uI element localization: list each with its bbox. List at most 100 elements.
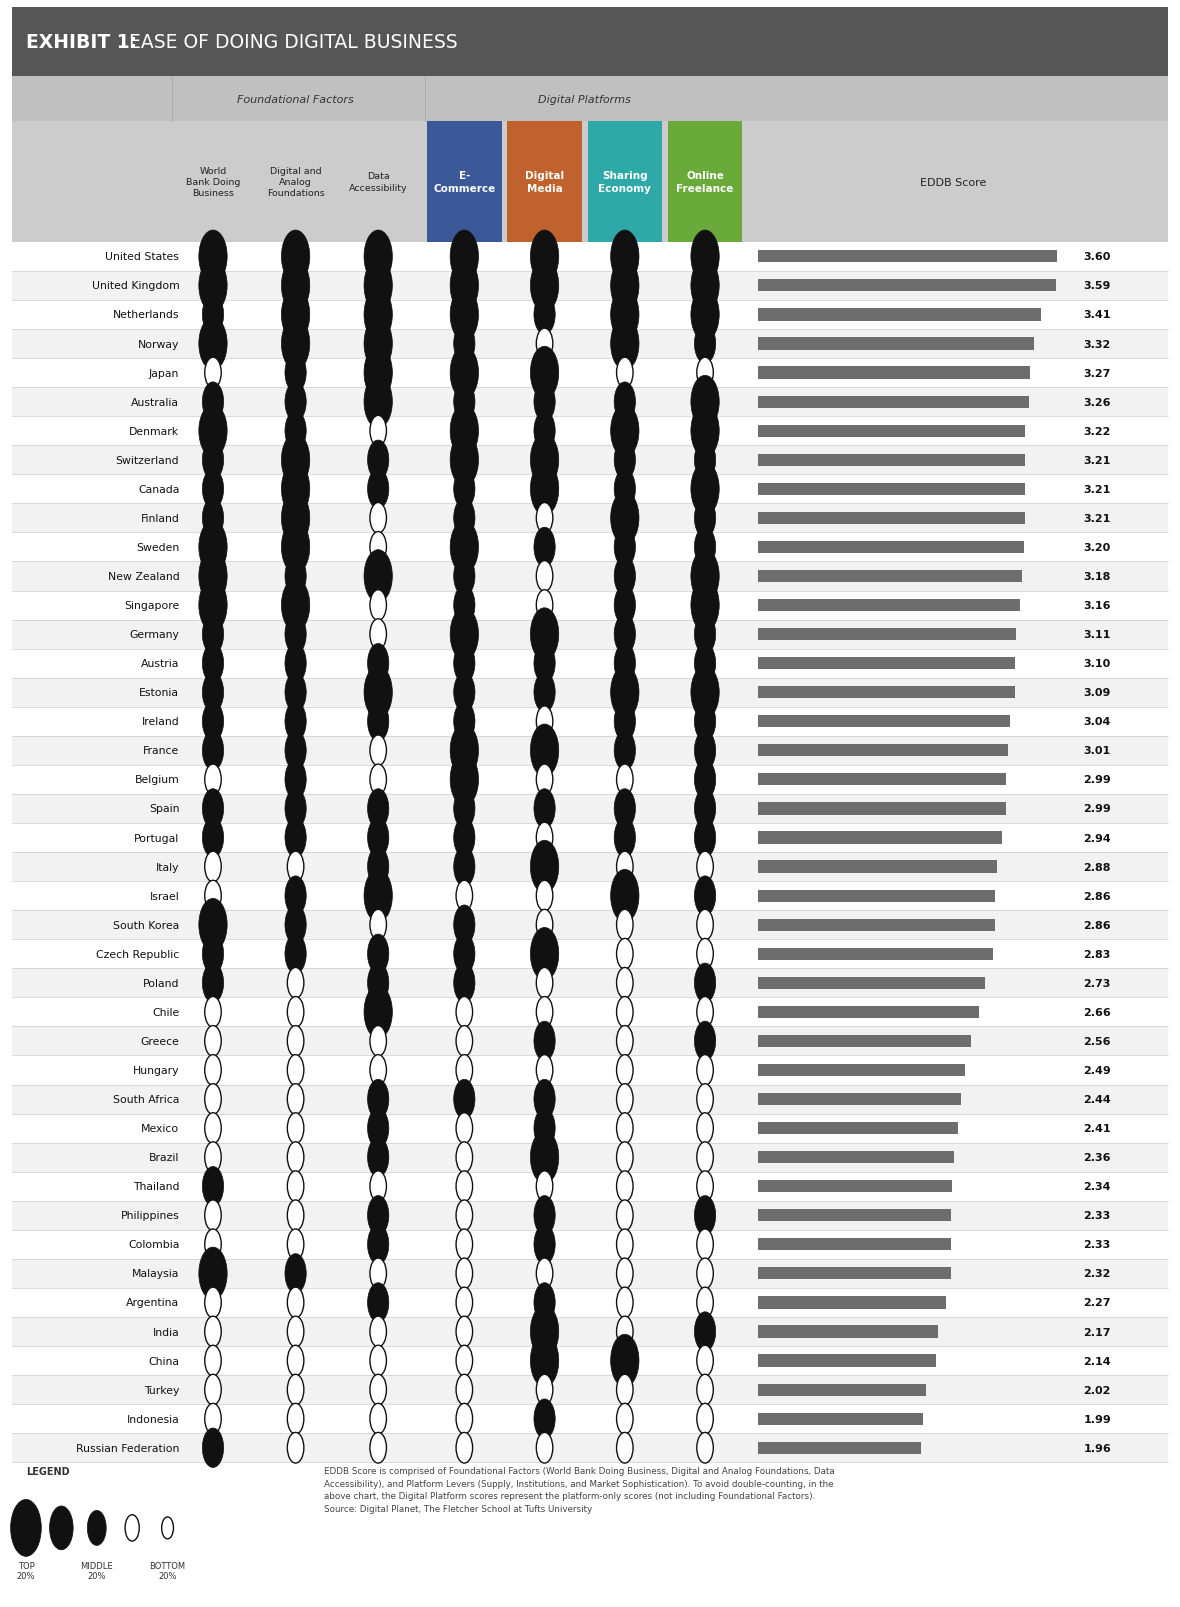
Ellipse shape (363, 318, 392, 371)
Ellipse shape (616, 1025, 632, 1057)
Ellipse shape (371, 532, 386, 562)
Ellipse shape (368, 934, 389, 974)
Ellipse shape (287, 996, 303, 1027)
Text: Portugal: Portugal (135, 832, 179, 844)
Ellipse shape (284, 760, 307, 800)
Ellipse shape (453, 498, 474, 538)
Bar (668, 122, 742, 243)
Ellipse shape (287, 1114, 303, 1144)
Ellipse shape (536, 707, 552, 738)
Ellipse shape (287, 1200, 303, 1231)
Ellipse shape (616, 1403, 632, 1433)
Ellipse shape (287, 1025, 303, 1057)
Bar (427, 243, 502, 1462)
Ellipse shape (203, 644, 223, 683)
Ellipse shape (696, 1229, 713, 1260)
Text: Czech Republic: Czech Republic (96, 950, 179, 959)
Ellipse shape (453, 1080, 474, 1118)
Ellipse shape (691, 376, 720, 429)
Text: Russian Federation: Russian Federation (76, 1443, 179, 1453)
Ellipse shape (284, 382, 307, 423)
Ellipse shape (455, 1287, 472, 1318)
Bar (507, 122, 582, 243)
Ellipse shape (694, 789, 715, 829)
Bar (12, 301, 1168, 329)
Text: Estonia: Estonia (139, 688, 179, 697)
Ellipse shape (284, 818, 307, 858)
Text: United States: United States (105, 252, 179, 262)
Ellipse shape (536, 823, 552, 853)
Bar (12, 852, 1168, 882)
Ellipse shape (616, 967, 632, 998)
Ellipse shape (455, 1054, 472, 1086)
Ellipse shape (611, 1334, 638, 1387)
Ellipse shape (691, 580, 720, 632)
Ellipse shape (203, 615, 223, 654)
Ellipse shape (363, 987, 392, 1038)
Ellipse shape (455, 881, 472, 911)
Bar (758, 1210, 951, 1221)
Ellipse shape (453, 673, 474, 712)
Ellipse shape (455, 1229, 472, 1260)
Text: 3.21: 3.21 (1083, 514, 1110, 524)
Bar (12, 1200, 1168, 1229)
Ellipse shape (281, 318, 309, 371)
Text: Sharing
Economy: Sharing Economy (598, 172, 651, 193)
Ellipse shape (694, 964, 715, 1003)
Text: 3.60: 3.60 (1083, 252, 1110, 262)
Ellipse shape (203, 498, 223, 538)
Ellipse shape (368, 1282, 389, 1323)
Bar (12, 387, 1168, 416)
Bar (758, 628, 1016, 641)
Ellipse shape (536, 561, 552, 591)
Ellipse shape (450, 231, 479, 283)
Ellipse shape (205, 1374, 221, 1405)
Ellipse shape (281, 492, 309, 545)
Text: BOTTOM
20%: BOTTOM 20% (150, 1560, 185, 1580)
Ellipse shape (614, 702, 635, 741)
Ellipse shape (287, 1172, 303, 1202)
Ellipse shape (533, 1196, 556, 1236)
Ellipse shape (694, 325, 715, 365)
Ellipse shape (614, 789, 635, 829)
Ellipse shape (284, 905, 307, 945)
Bar (758, 368, 1030, 379)
Text: Japan: Japan (149, 368, 179, 378)
Bar (758, 397, 1029, 408)
Bar (12, 329, 1168, 358)
Ellipse shape (363, 231, 392, 283)
Bar (12, 505, 1168, 534)
Text: World
Bank Doing
Business: World Bank Doing Business (185, 167, 241, 198)
Ellipse shape (198, 1247, 227, 1300)
Bar (758, 804, 1007, 815)
Ellipse shape (198, 521, 227, 574)
Ellipse shape (694, 440, 715, 480)
Ellipse shape (536, 1054, 552, 1086)
Bar (758, 542, 1024, 554)
Ellipse shape (453, 702, 474, 741)
Ellipse shape (371, 590, 386, 620)
Ellipse shape (205, 1287, 221, 1318)
Text: France: France (143, 746, 179, 755)
Ellipse shape (284, 411, 307, 452)
Ellipse shape (453, 644, 474, 683)
Ellipse shape (531, 1334, 559, 1387)
Bar (758, 744, 1008, 757)
Text: Belgium: Belgium (135, 775, 179, 784)
Ellipse shape (371, 1345, 386, 1376)
Ellipse shape (284, 876, 307, 916)
Ellipse shape (614, 382, 635, 423)
Ellipse shape (536, 910, 552, 940)
Bar (12, 882, 1168, 911)
Text: 3.59: 3.59 (1083, 281, 1110, 291)
Bar (12, 1260, 1168, 1289)
Ellipse shape (205, 852, 221, 882)
Ellipse shape (453, 905, 474, 945)
Ellipse shape (455, 1025, 472, 1057)
Ellipse shape (696, 1258, 713, 1289)
Bar (12, 620, 1168, 649)
Ellipse shape (287, 1229, 303, 1260)
Ellipse shape (694, 1311, 715, 1351)
Ellipse shape (531, 840, 559, 893)
Ellipse shape (198, 405, 227, 458)
